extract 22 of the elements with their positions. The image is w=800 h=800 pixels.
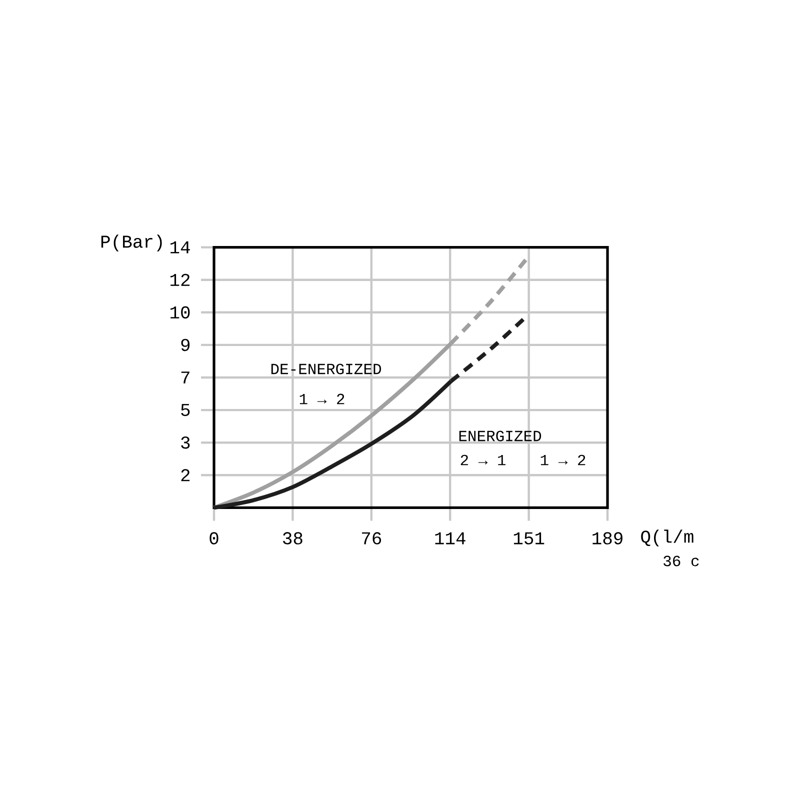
y-tick-label: 3 bbox=[181, 436, 190, 449]
annotation: 2 → 1 bbox=[460, 454, 506, 466]
y-tick-label: 7 bbox=[181, 372, 190, 384]
x-axis-title: Q(l/m bbox=[641, 530, 694, 546]
text: 36 c bbox=[664, 556, 699, 566]
x-tick-label: 189 bbox=[592, 532, 622, 544]
annotation: ENERGIZED bbox=[459, 430, 542, 442]
y-axis-title: P(Bar) bbox=[101, 234, 162, 252]
annotation: 1 → 2 bbox=[300, 394, 344, 404]
x-tick-label: 151 bbox=[514, 532, 544, 544]
x-tick-label: 114 bbox=[435, 532, 466, 544]
y-tick-label: 2 bbox=[181, 469, 190, 482]
annotation: DE-ENERGIZED bbox=[271, 364, 382, 374]
x-tick-label: 0 bbox=[210, 532, 218, 544]
x-tick-label: 38 bbox=[283, 532, 302, 544]
annotation: 1 → 2 bbox=[540, 454, 586, 466]
y-tick-label: 12 bbox=[170, 274, 190, 286]
y-tick-label: 9 bbox=[181, 338, 190, 352]
y-tick-label: 5 bbox=[181, 404, 190, 416]
y-tick-label: 14 bbox=[170, 241, 190, 254]
x-tick-label: 76 bbox=[362, 532, 382, 544]
y-tick-label: 10 bbox=[170, 306, 190, 319]
